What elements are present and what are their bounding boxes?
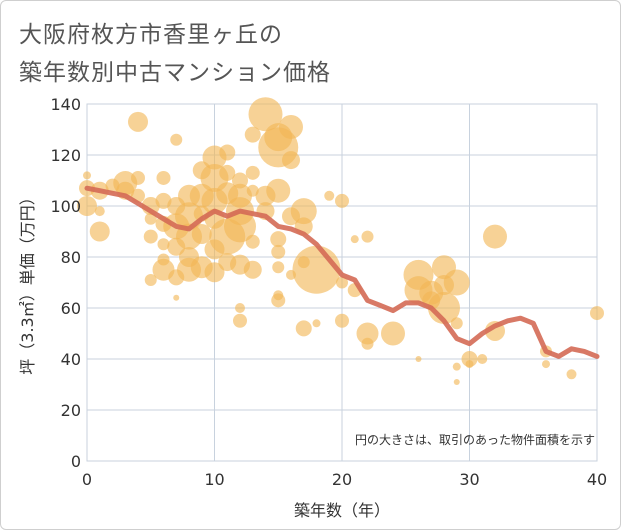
bubble-point xyxy=(566,369,577,380)
bubble-point xyxy=(128,111,148,132)
y-tick-label: 40 xyxy=(61,350,81,369)
bubble-point xyxy=(443,269,470,296)
bubble-point xyxy=(356,322,379,345)
bubble-point xyxy=(590,306,604,321)
bubble-point xyxy=(170,133,183,146)
bubble-point xyxy=(131,170,145,185)
bubble-point xyxy=(477,354,488,364)
bubble-point xyxy=(453,378,460,385)
bubble-point xyxy=(156,170,171,185)
bubble-point xyxy=(282,151,300,170)
bubble-point xyxy=(245,165,260,180)
bubble-point xyxy=(219,164,236,181)
bubble-point xyxy=(157,238,170,251)
bubble-point xyxy=(361,337,374,350)
y-tick-label: 80 xyxy=(61,248,81,267)
bubble-point xyxy=(266,178,291,203)
bubble-point xyxy=(233,313,247,328)
trend-line xyxy=(84,185,600,359)
bubble-point xyxy=(461,351,478,367)
bubble-point xyxy=(336,276,348,289)
x-tick-label: 10 xyxy=(204,470,224,489)
bubble-point xyxy=(77,196,97,216)
bubble-point xyxy=(483,224,507,249)
y-tick-label: 140 xyxy=(50,95,81,114)
chart-title-line1: 大阪府枚方市香里ヶ丘の xyxy=(19,22,283,48)
bubble-point xyxy=(244,126,261,143)
bubble-point xyxy=(271,244,286,259)
bubble-point xyxy=(542,360,550,369)
bubble-point xyxy=(83,171,91,180)
x-tick-label: 20 xyxy=(332,470,352,489)
x-tick-labels: 0 10 20 30 40 xyxy=(82,470,607,489)
bubble-point xyxy=(143,229,158,244)
x-tick-label: 40 xyxy=(587,470,607,489)
bubble-point xyxy=(335,313,349,328)
bubble-series xyxy=(77,97,604,385)
bubble-point xyxy=(290,198,317,225)
bubble-point xyxy=(295,320,312,337)
bubble-point xyxy=(450,317,463,330)
bubble-point xyxy=(465,360,474,369)
bubble-point xyxy=(235,303,245,313)
bubble-point xyxy=(312,319,321,328)
bubble-point xyxy=(173,294,180,301)
bubble-point xyxy=(279,114,303,139)
trend-series xyxy=(84,185,600,359)
bubble-point xyxy=(94,206,105,217)
bubble-point xyxy=(272,261,285,274)
y-axis-title: 坪（3.3㎡）単価（万円） xyxy=(18,189,37,374)
bubble-point xyxy=(350,235,359,244)
bubble-point xyxy=(270,231,287,248)
bubble-point xyxy=(245,234,260,249)
bubble-point xyxy=(248,97,283,132)
y-tick-label: 60 xyxy=(61,299,81,318)
bubble-point xyxy=(361,230,374,243)
bubble-point xyxy=(243,260,262,279)
x-tick-label: 0 xyxy=(82,470,92,489)
bubble-point xyxy=(415,356,422,362)
bubble-point xyxy=(144,273,157,286)
bubble-point xyxy=(224,210,256,243)
bubble-point xyxy=(452,362,461,371)
x-tick-label: 30 xyxy=(459,470,479,489)
bubble-point xyxy=(271,293,286,308)
note-text: 円の大きさは、取引のあった物件面積を示す xyxy=(355,432,595,447)
bubble-point xyxy=(204,262,225,283)
y-tick-label: 0 xyxy=(71,452,81,471)
bubble-point xyxy=(335,193,349,208)
bubble-point xyxy=(191,224,212,245)
y-tick-label: 100 xyxy=(50,197,81,216)
bubble-point xyxy=(89,221,110,242)
bubble-point xyxy=(324,190,335,201)
bubble-point xyxy=(219,144,236,161)
y-tick-labels: 0 20 40 60 80 100 120 140 xyxy=(50,95,81,471)
chart-title-line2: 築年数別中古マンション価格 xyxy=(19,60,331,86)
bubble-point xyxy=(381,321,405,346)
x-axis-title: 築年数（年） xyxy=(294,501,390,520)
bubble-point xyxy=(292,245,341,294)
y-tick-label: 120 xyxy=(50,146,81,165)
y-tick-label: 20 xyxy=(61,401,81,420)
